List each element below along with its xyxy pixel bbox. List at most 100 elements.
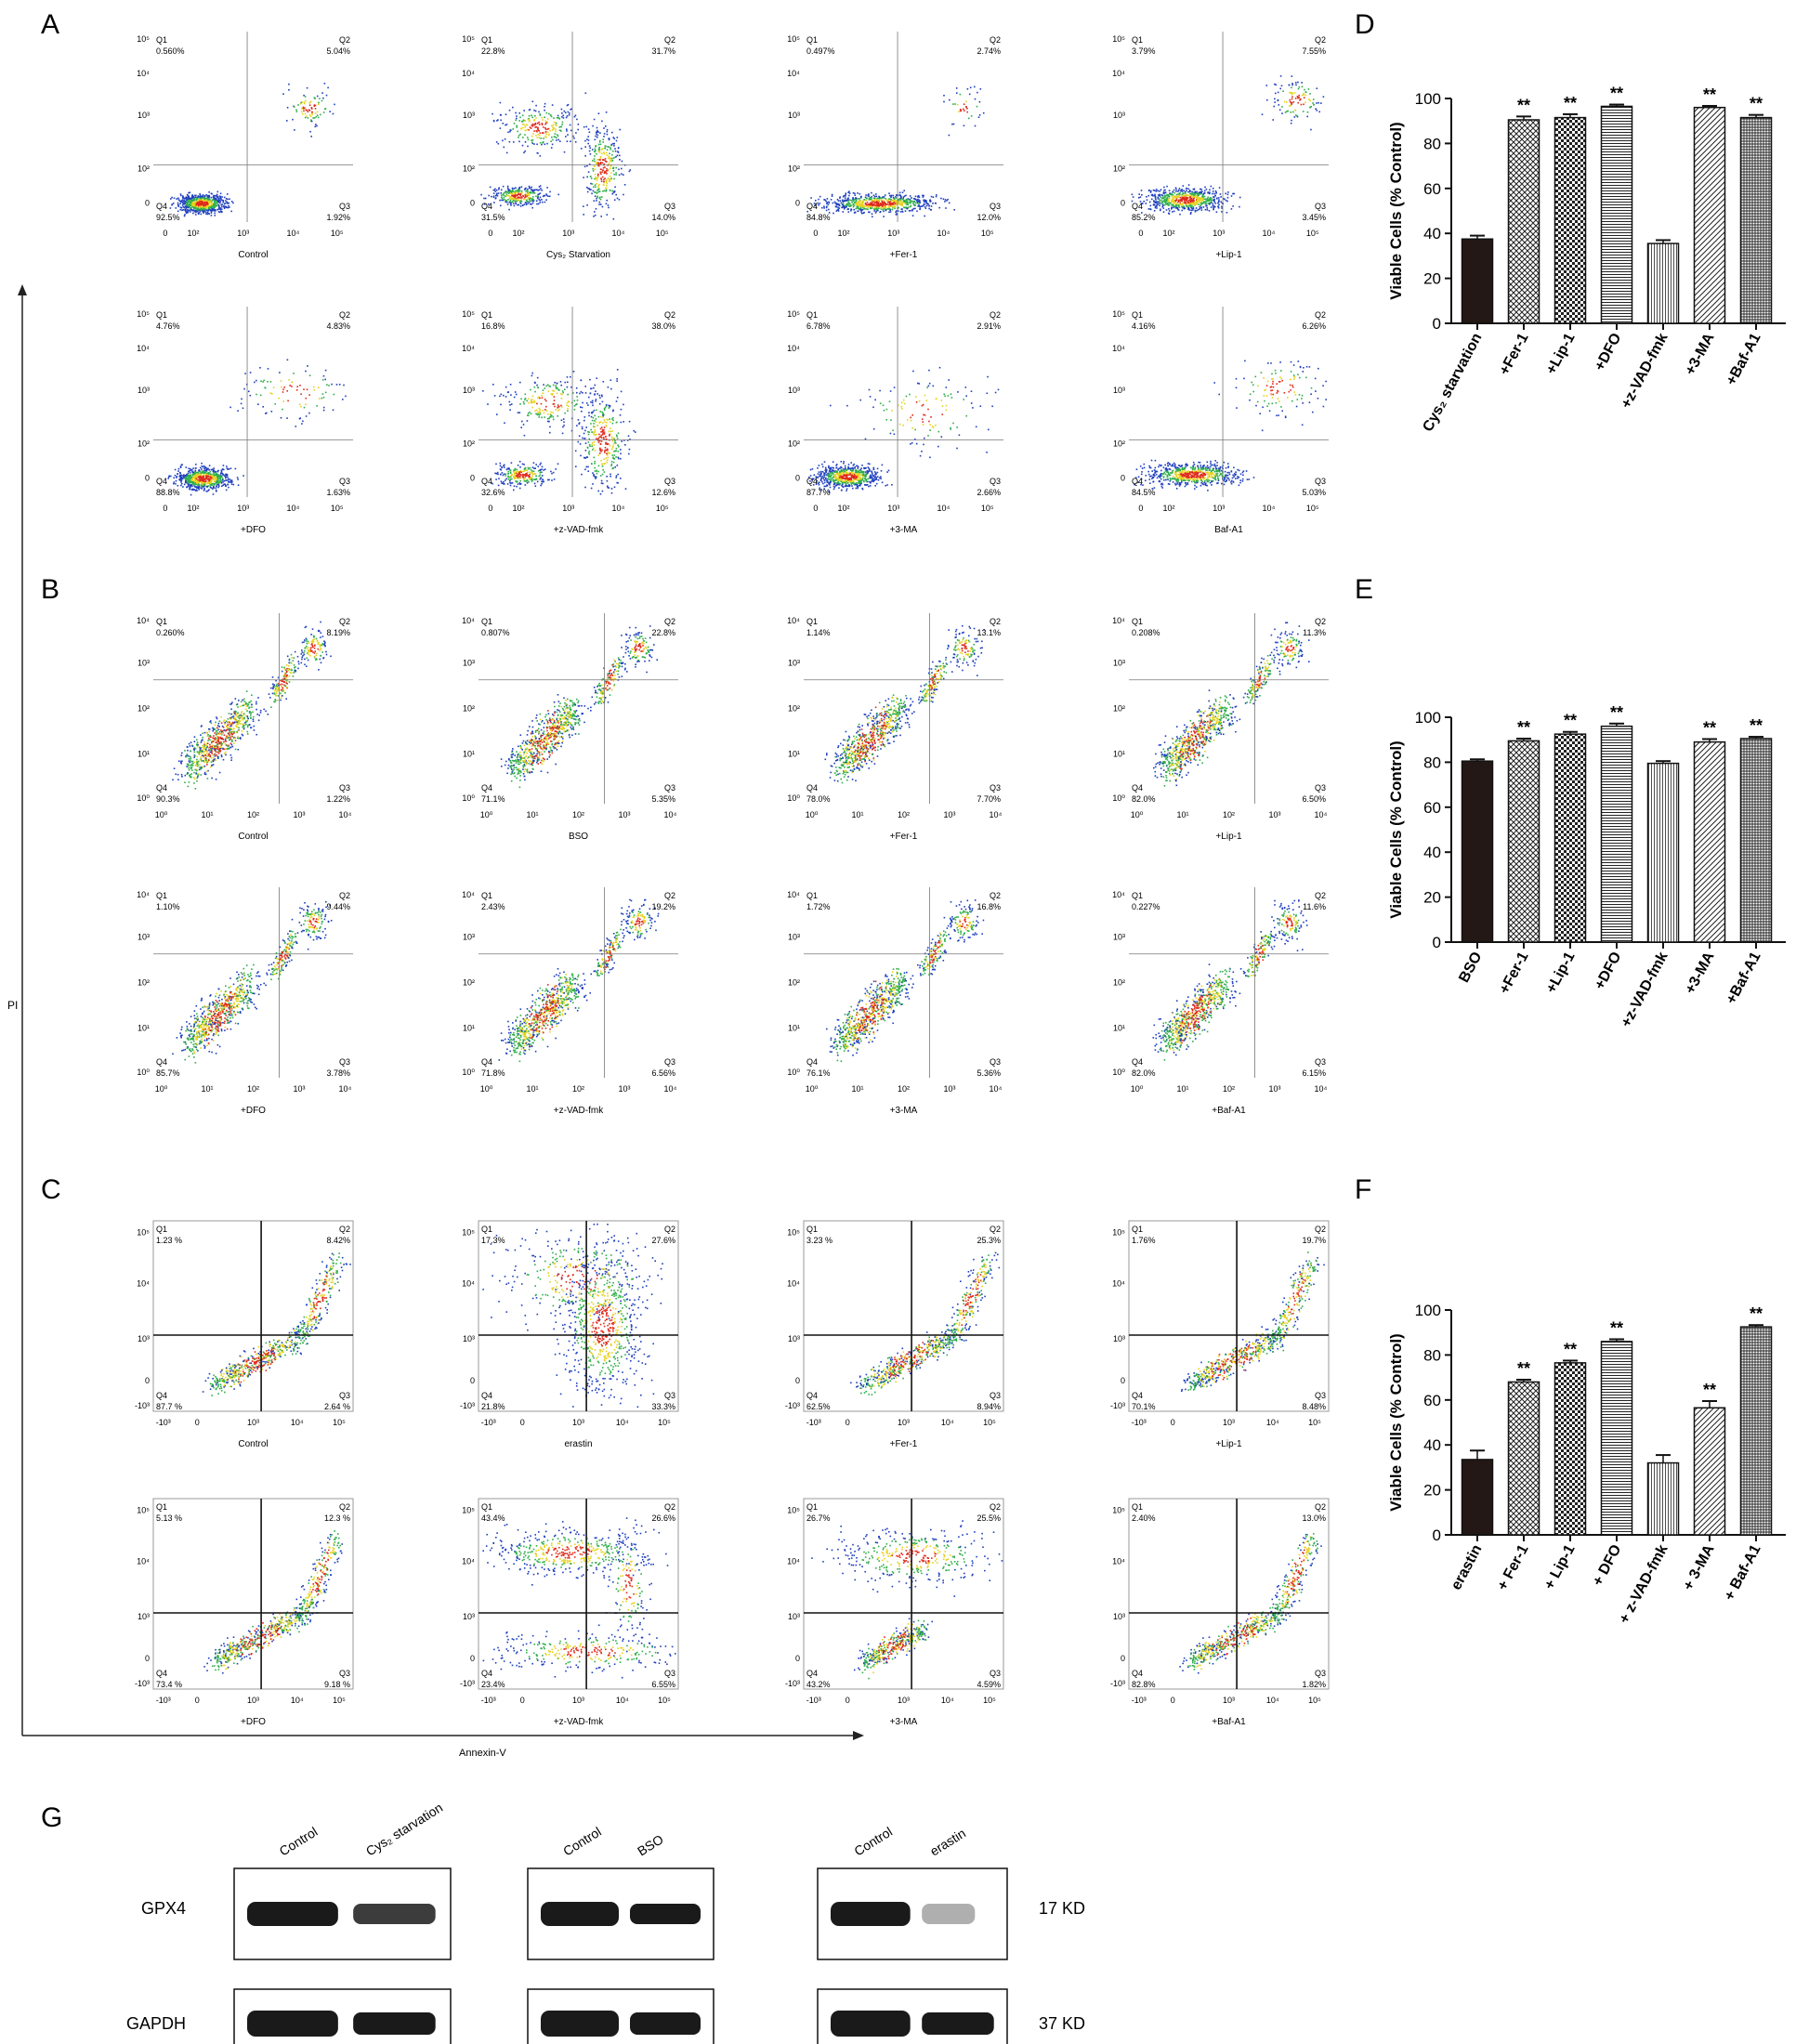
flow-dot (537, 196, 539, 198)
flow-dot (512, 107, 514, 109)
flow-dot (180, 193, 182, 195)
flow-dot (552, 144, 554, 146)
flow-dot (606, 190, 608, 191)
flow-dot (224, 206, 226, 208)
flow-dot (294, 129, 295, 131)
flow-dot (500, 114, 502, 116)
flow-dot (215, 195, 216, 197)
flow-dot (555, 133, 557, 135)
flow-dot (515, 201, 517, 203)
flow-dot (322, 98, 324, 99)
flow-dot (230, 211, 232, 213)
flow-dot (561, 124, 563, 125)
flow-dot (315, 126, 317, 128)
flow-dot (519, 197, 521, 199)
flow-dot (310, 101, 312, 103)
flow-dot (606, 181, 608, 183)
flow-dot (318, 103, 320, 105)
flow-dot (590, 176, 592, 177)
flow-dot (507, 203, 509, 205)
flow-dot (548, 128, 550, 130)
flow-dot (303, 95, 305, 97)
flow-dot (605, 145, 607, 147)
flow-dot (615, 151, 617, 152)
flow-dot (609, 180, 610, 182)
flow-dot (567, 134, 569, 136)
flow-dot (521, 190, 523, 192)
flow-dot (211, 197, 213, 199)
flow-plot: Q10.560%Q25.04%Q31.92%Q492.5%010²10³10⁴1… (137, 32, 353, 260)
flow-dot (302, 113, 304, 115)
flow-dot (503, 123, 505, 124)
flow-dot (531, 198, 532, 200)
flow-dot (214, 204, 216, 206)
flow-dot (207, 212, 209, 214)
flow-dot (205, 212, 207, 214)
flow-dot (509, 110, 511, 111)
flow-dot (594, 161, 596, 163)
flow-dot (615, 172, 617, 174)
flow-dot (190, 198, 191, 200)
flow-dot (227, 193, 229, 195)
flow-dot (603, 167, 605, 169)
flow-dot (601, 178, 603, 180)
annexin-axis-arrow (853, 1731, 864, 1740)
flow-dot (507, 186, 509, 188)
flow-dot (600, 168, 602, 170)
flow-dot (204, 204, 206, 206)
flow-dot (597, 159, 599, 161)
flow-dot (536, 126, 538, 128)
flow-dot (199, 193, 201, 195)
panel-letter-d: D (1355, 9, 1375, 40)
flow-dot (195, 214, 197, 216)
flow-dot (596, 200, 597, 202)
flow-dot (606, 152, 608, 154)
flow-dot (308, 117, 309, 119)
flow-dot (203, 209, 204, 211)
plot-condition-label: Control (238, 250, 268, 260)
flow-dot (317, 96, 319, 98)
flow-dot (586, 204, 588, 206)
flow-dot (488, 195, 490, 197)
flow-dot (606, 203, 608, 205)
flow-dot (596, 145, 597, 147)
flow-dot (557, 194, 559, 196)
flow-dot (605, 158, 607, 160)
flow-dot (611, 160, 613, 162)
flow-dot (598, 144, 600, 146)
flow-dot (315, 108, 317, 110)
flow-dot (174, 198, 176, 200)
flow-dot (506, 193, 508, 195)
flow-dot (537, 137, 539, 138)
flow-dot (521, 199, 523, 201)
flow-dot (544, 202, 546, 203)
flow-dot (530, 203, 531, 205)
flow-dot (575, 115, 577, 117)
flow-dot (610, 165, 612, 167)
flow-dot (515, 196, 517, 198)
flow-dot (584, 166, 586, 168)
panel-letter-b: B (41, 574, 59, 605)
flow-dot (221, 211, 223, 213)
flow-dot (596, 162, 597, 164)
flow-dot (229, 198, 230, 200)
flow-dot (570, 140, 571, 142)
flow-dot (528, 139, 530, 141)
flow-dot (575, 141, 577, 143)
flow-dot (188, 207, 190, 209)
flow-dot (220, 193, 222, 195)
flow-dot (216, 201, 217, 203)
flow-dot (556, 123, 557, 124)
flow-dot (193, 196, 195, 198)
y-tick-label: 10⁵ (137, 34, 150, 44)
flow-dot (526, 200, 528, 202)
flow-dot (496, 190, 498, 191)
flow-dot (549, 191, 551, 193)
flow-dot (179, 203, 181, 204)
flow-dot (615, 156, 617, 158)
flow-dot (310, 119, 312, 121)
flow-dot (321, 92, 323, 94)
flow-dot (540, 185, 542, 187)
flow-dot (495, 190, 497, 192)
flow-dot (561, 109, 563, 111)
